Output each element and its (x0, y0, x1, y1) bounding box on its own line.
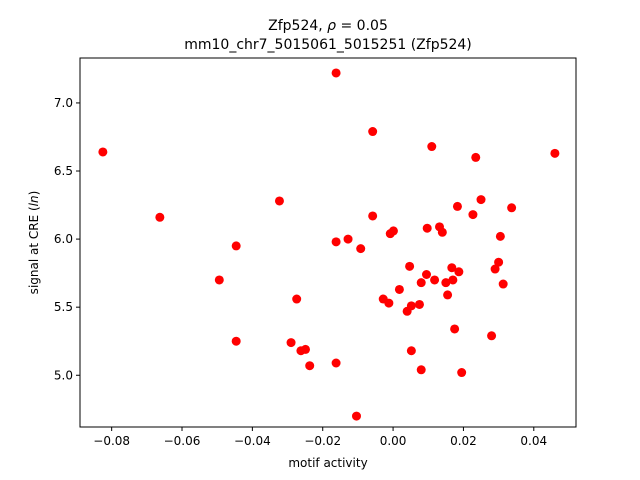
title-suffix: = 0.05 (336, 18, 388, 34)
data-point-29 (416, 278, 426, 288)
data-point-12 (331, 237, 341, 247)
data-point-0 (98, 147, 108, 157)
data-point-17 (368, 127, 378, 137)
x-tick-label: −0.06 (164, 434, 201, 448)
x-tick-label: 0.00 (380, 434, 407, 448)
data-point-16 (356, 244, 366, 254)
data-point-22 (388, 226, 398, 236)
data-point-46 (471, 152, 481, 162)
points-layer (98, 68, 560, 421)
y-tick-label: 7.0 (54, 96, 73, 110)
y-tick-label: 6.5 (54, 164, 73, 178)
y-tick-label: 6.0 (54, 232, 73, 246)
data-point-53 (507, 203, 517, 213)
x-tick-label: 0.04 (520, 434, 547, 448)
data-point-6 (286, 338, 296, 348)
y-axis-label: signal at CRE (ln) (27, 191, 41, 295)
data-point-54 (550, 148, 560, 158)
data-point-2 (214, 275, 224, 285)
data-point-47 (476, 195, 486, 205)
x-tick-label: −0.02 (304, 434, 341, 448)
data-point-37 (441, 278, 451, 288)
y-label-italic: ln (27, 195, 41, 206)
data-point-10 (305, 361, 315, 371)
x-tick-label: 0.02 (450, 434, 477, 448)
data-point-49 (490, 264, 500, 274)
y-label-suffix: ) (27, 191, 41, 196)
y-tick-label: 5.0 (54, 368, 73, 382)
data-point-40 (448, 275, 458, 285)
data-point-11 (331, 68, 341, 78)
data-point-32 (422, 223, 432, 233)
data-point-52 (498, 279, 508, 289)
data-point-31 (421, 269, 431, 279)
y-label-prefix: signal at CRE ( (27, 206, 41, 294)
data-point-51 (495, 231, 505, 241)
data-point-50 (494, 257, 504, 267)
plot-frame (79, 57, 577, 428)
data-point-15 (351, 411, 361, 421)
data-point-30 (416, 365, 426, 375)
data-point-44 (457, 368, 467, 378)
chart-title-line1: Zfp524, ρ = 0.05 (268, 18, 388, 34)
data-point-33 (427, 142, 437, 152)
chart-title-line2: mm10_chr7_5015061_5015251 (Zfp524) (184, 37, 472, 53)
data-point-42 (452, 201, 462, 211)
data-point-7 (292, 294, 302, 304)
data-point-39 (447, 263, 457, 273)
data-point-43 (454, 267, 464, 277)
title-rho: ρ (327, 18, 336, 34)
data-point-36 (437, 227, 447, 237)
data-point-34 (430, 275, 440, 285)
data-point-25 (405, 261, 415, 271)
data-point-14 (343, 234, 353, 244)
data-point-28 (414, 299, 424, 309)
data-point-20 (384, 298, 394, 308)
data-point-1 (155, 212, 165, 222)
data-point-13 (331, 358, 341, 368)
data-point-4 (231, 336, 241, 346)
x-tick-label: −0.04 (234, 434, 271, 448)
data-point-5 (274, 196, 284, 206)
x-tick-label: −0.08 (93, 434, 130, 448)
data-point-26 (406, 301, 416, 311)
data-point-48 (487, 331, 497, 341)
data-point-9 (300, 344, 310, 354)
data-point-27 (406, 346, 416, 356)
x-axis-ticks: −0.08 −0.06 −0.04 −0.02 0.00 0.02 0.04 (93, 427, 547, 448)
data-point-38 (443, 290, 453, 300)
title-prefix: Zfp524, (268, 18, 327, 34)
data-point-3 (231, 241, 241, 251)
y-tick-label: 5.5 (54, 300, 73, 314)
data-point-45 (468, 210, 478, 220)
data-point-23 (394, 284, 404, 294)
data-point-18 (368, 211, 378, 221)
x-axis-label: motif activity (288, 456, 367, 470)
y-axis-ticks: 5.0 5.5 6.0 6.5 7.0 (54, 96, 80, 382)
data-point-41 (450, 324, 460, 334)
